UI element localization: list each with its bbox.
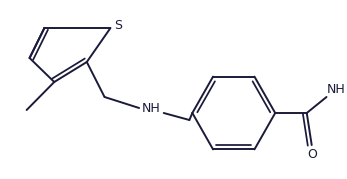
Text: NH: NH (142, 101, 160, 115)
Text: O: O (307, 147, 316, 161)
Text: NH: NH (327, 83, 346, 96)
Text: S: S (115, 18, 122, 32)
